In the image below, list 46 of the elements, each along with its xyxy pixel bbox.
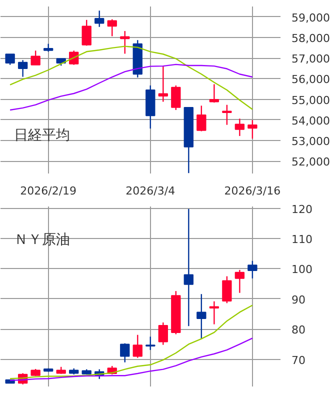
candlestick: [248, 120, 258, 140]
y-tick-label: 90: [292, 293, 306, 306]
candlestick: [5, 54, 15, 66]
candlestick: [209, 84, 220, 104]
candlestick: [234, 118, 245, 137]
candlestick: [158, 322, 168, 346]
y-tick-label: 80: [292, 324, 306, 337]
candlestick: [171, 84, 181, 111]
y-tick-label: 55,000: [292, 94, 330, 107]
candlestick: [234, 269, 245, 294]
line-series: [9, 304, 254, 380]
line-series: [9, 46, 254, 110]
candlestick: [158, 66, 168, 102]
text: ＮＹ原油: [14, 232, 70, 248]
y-tick-label: 59,000: [292, 11, 330, 24]
line-series: [9, 64, 254, 111]
x-tick-label: 2026/3/16: [224, 184, 281, 198]
candlestick: [82, 19, 92, 46]
line-series: [9, 338, 254, 382]
y-tick-label: 100: [292, 263, 312, 276]
y-tick-label: 56,000: [292, 73, 330, 86]
text: 日経平均: [14, 127, 70, 144]
x-tick-label: 2026/3/4: [126, 184, 176, 198]
candlestick: [196, 293, 206, 340]
candlestick: [222, 104, 232, 126]
candlestick: [18, 60, 28, 78]
candlestick: [94, 10, 104, 28]
y-tick-label: 70: [292, 354, 306, 367]
candlestick: [120, 342, 130, 363]
candlestick: [107, 18, 117, 37]
y-tick-label: 53,000: [292, 135, 330, 148]
candlestick: [132, 334, 142, 358]
y-tick-label: 110: [292, 233, 312, 246]
candlestick: [248, 260, 258, 279]
candlestick: [196, 105, 206, 132]
y-tick-label: 54,000: [292, 114, 330, 128]
y-tick-label: 52,000: [292, 156, 330, 169]
candlestick: [146, 336, 156, 351]
candlestick: [209, 300, 220, 325]
candlestick: [222, 276, 232, 304]
x-tick-label: 2026/2/19: [20, 184, 77, 198]
candlestick: [184, 208, 194, 327]
candlestick: [30, 50, 40, 66]
y-tick-label: 58,000: [292, 32, 330, 45]
y-tick-label: 57,000: [292, 52, 330, 66]
y-tick-label: 120: [292, 202, 312, 216]
